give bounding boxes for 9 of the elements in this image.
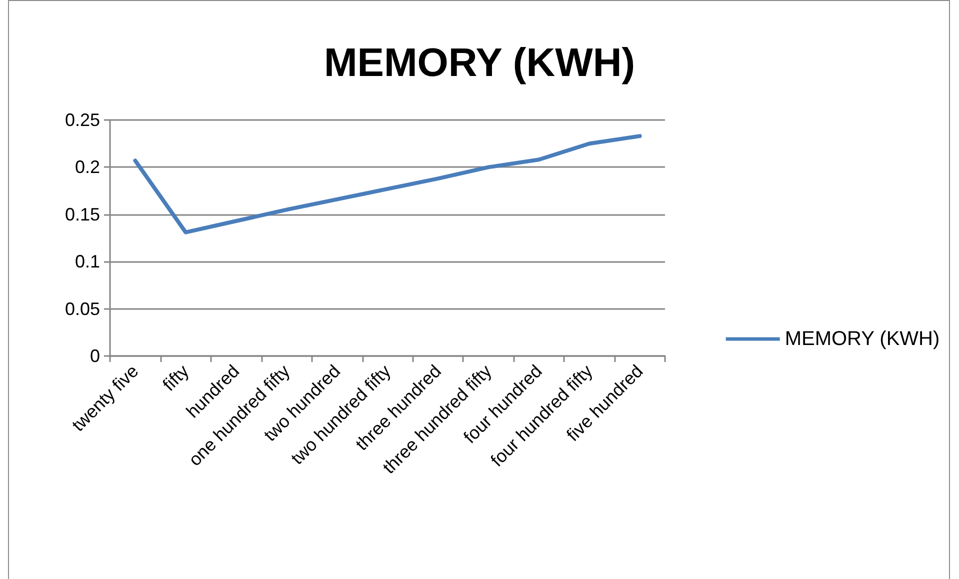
y-tick-label: 0: [90, 346, 100, 366]
line-series: [133, 134, 642, 234]
y-tick-label: 0.05: [64, 298, 100, 319]
legend-label: MEMORY (KWH): [784, 328, 940, 350]
y-tick-label: 0.25: [64, 110, 100, 130]
y-tick-label: 0.2: [74, 157, 100, 178]
y-tick-label: 0.15: [64, 204, 100, 224]
y-tick-label: 0.1: [74, 252, 100, 272]
chart-title: MEMORY (KWH): [324, 41, 636, 85]
